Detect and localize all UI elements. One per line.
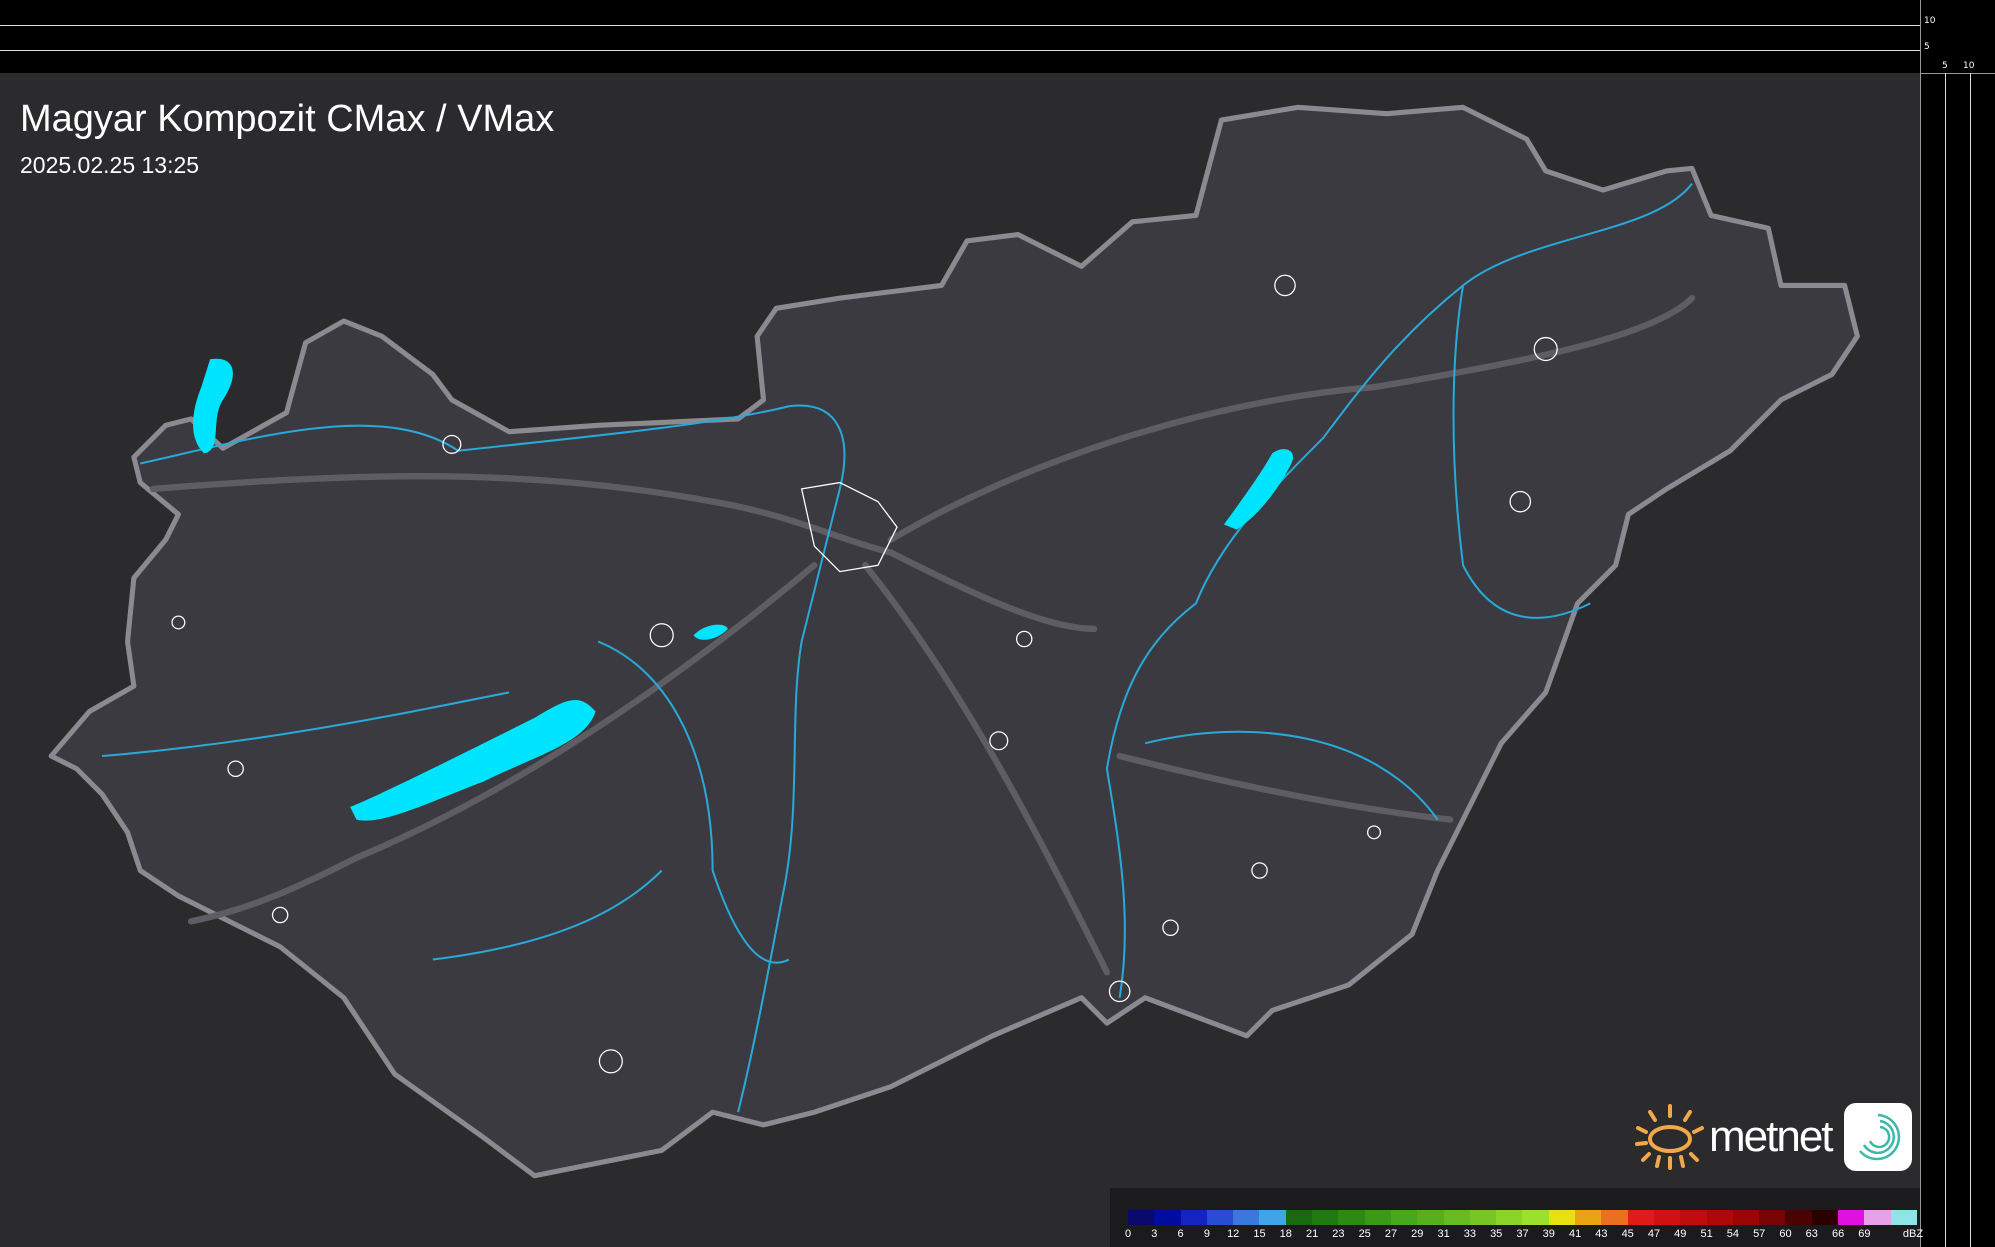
legend-swatch	[1338, 1210, 1365, 1225]
legend-label: 60	[1779, 1228, 1792, 1240]
profile-gridline-5	[0, 50, 1920, 51]
map-canvas	[48, 104, 1860, 1179]
legend-label: 57	[1753, 1228, 1766, 1240]
legend-swatch	[1732, 1210, 1760, 1225]
legend-label: 49	[1674, 1228, 1687, 1240]
sun-logo-icon	[1635, 1104, 1704, 1170]
app-icon	[1843, 1103, 1912, 1171]
legend-swatch	[1759, 1210, 1786, 1225]
tick-label: 10	[1924, 16, 1936, 26]
legend-label: 0	[1124, 1228, 1132, 1240]
legend-label: 54	[1726, 1228, 1740, 1240]
logo-text: metnet	[1709, 1112, 1834, 1161]
legend-swatch	[1864, 1210, 1891, 1225]
tick-label: 5	[1942, 61, 1948, 71]
legend-labels: 0 3 6 9 12 15 18 21 23 25 27 29 31 33 35 37 39 41 43 45 47 49…	[1124, 1228, 1928, 1244]
swirl-icon	[1858, 1113, 1900, 1161]
legend-swatch	[1838, 1210, 1865, 1225]
legend-swatch	[1548, 1210, 1576, 1225]
legend-swatch	[1680, 1210, 1707, 1225]
legend-swatch	[1180, 1210, 1207, 1225]
legend-swatch	[1390, 1210, 1418, 1225]
legend-label: 3	[1151, 1228, 1158, 1240]
settlements	[171, 274, 1558, 1074]
legend-swatch	[1312, 1210, 1339, 1225]
legend-swatch	[1443, 1210, 1470, 1225]
legend-swatch	[1417, 1210, 1444, 1225]
legend-swatch	[1206, 1210, 1234, 1225]
profile-gridline-10	[0, 25, 1920, 26]
legend-swatch	[1785, 1210, 1812, 1225]
legend-label: 27	[1384, 1228, 1398, 1240]
legend-swatch	[1811, 1210, 1839, 1225]
profile-gridline-10-v	[1970, 73, 1971, 1247]
legend-label: 9	[1203, 1228, 1210, 1240]
legend-label: 29	[1411, 1228, 1424, 1240]
legend-swatch	[1259, 1210, 1286, 1225]
legend-swatch	[1285, 1210, 1313, 1225]
lake-ferto	[193, 358, 233, 454]
lake-tisza	[1223, 449, 1294, 530]
legend-label: 39	[1542, 1228, 1555, 1240]
legend-label: 63	[1805, 1228, 1818, 1240]
legend-label: 25	[1358, 1228, 1371, 1240]
lakes	[193, 358, 1294, 821]
legend-swatch	[1496, 1210, 1523, 1225]
legend-label: 51	[1700, 1228, 1713, 1240]
legend-swatch	[1601, 1210, 1628, 1225]
legend-swatch	[1364, 1210, 1391, 1225]
legend-swatch	[1706, 1210, 1733, 1225]
legend-label: 23	[1332, 1228, 1345, 1240]
legend-label: 6	[1177, 1228, 1184, 1240]
legend-swatch	[1154, 1210, 1181, 1225]
map-timestamp: 2025.02.25 13:25	[20, 152, 200, 178]
legend-label: 66	[1831, 1228, 1845, 1240]
legend-label: 37	[1516, 1228, 1529, 1240]
legend-label: 35	[1490, 1228, 1503, 1240]
danube-river	[140, 404, 846, 1113]
legend-swatch	[1469, 1210, 1497, 1225]
legend-swatches	[1128, 1210, 1917, 1225]
legend-label: 15	[1253, 1228, 1266, 1240]
legend-swatch	[1653, 1210, 1681, 1225]
legend-label: 12	[1227, 1228, 1240, 1240]
legend-swatch	[1128, 1210, 1155, 1225]
legend-label: 43	[1595, 1228, 1608, 1240]
legend-label: 47	[1647, 1228, 1661, 1240]
profile-divider-vertical	[1920, 0, 1921, 1247]
tick-label: 5	[1924, 42, 1930, 52]
lake-balaton	[350, 699, 596, 821]
legend-swatch	[1522, 1210, 1549, 1225]
legend-label: 45	[1621, 1228, 1634, 1240]
legend-label: 31	[1437, 1228, 1450, 1240]
legend-swatch	[1233, 1210, 1260, 1225]
legend-label: 18	[1279, 1228, 1292, 1240]
legend-swatch	[1627, 1210, 1654, 1225]
tick-label: 10	[1963, 61, 1975, 71]
legend-swatch	[1890, 1210, 1917, 1225]
hungary-country-shape	[48, 104, 1860, 1179]
roads	[149, 294, 1696, 976]
legend-label: 41	[1568, 1228, 1582, 1240]
metnet-logo: metnet	[1635, 1102, 1912, 1172]
dbz-color-legend: 0 3 6 9 12 15 18 21 23 25 27 29 31 33 35 37 39 41 43 45 47 49…	[1110, 1188, 1923, 1247]
radar-map[interactable]: Magyar Kompozit CMax / VMax 2025.02.25 1…	[0, 73, 1920, 1247]
legend-label: 21	[1305, 1228, 1319, 1240]
profile-gridline-5-v	[1945, 73, 1946, 1247]
legend-label: 33	[1463, 1228, 1477, 1240]
map-title: Magyar Kompozit CMax / VMax	[20, 98, 555, 140]
legend-unit: dBZ	[1902, 1228, 1924, 1240]
legend-swatch	[1575, 1210, 1602, 1225]
legend-label: 69	[1858, 1228, 1871, 1240]
lake-velence	[693, 624, 728, 640]
